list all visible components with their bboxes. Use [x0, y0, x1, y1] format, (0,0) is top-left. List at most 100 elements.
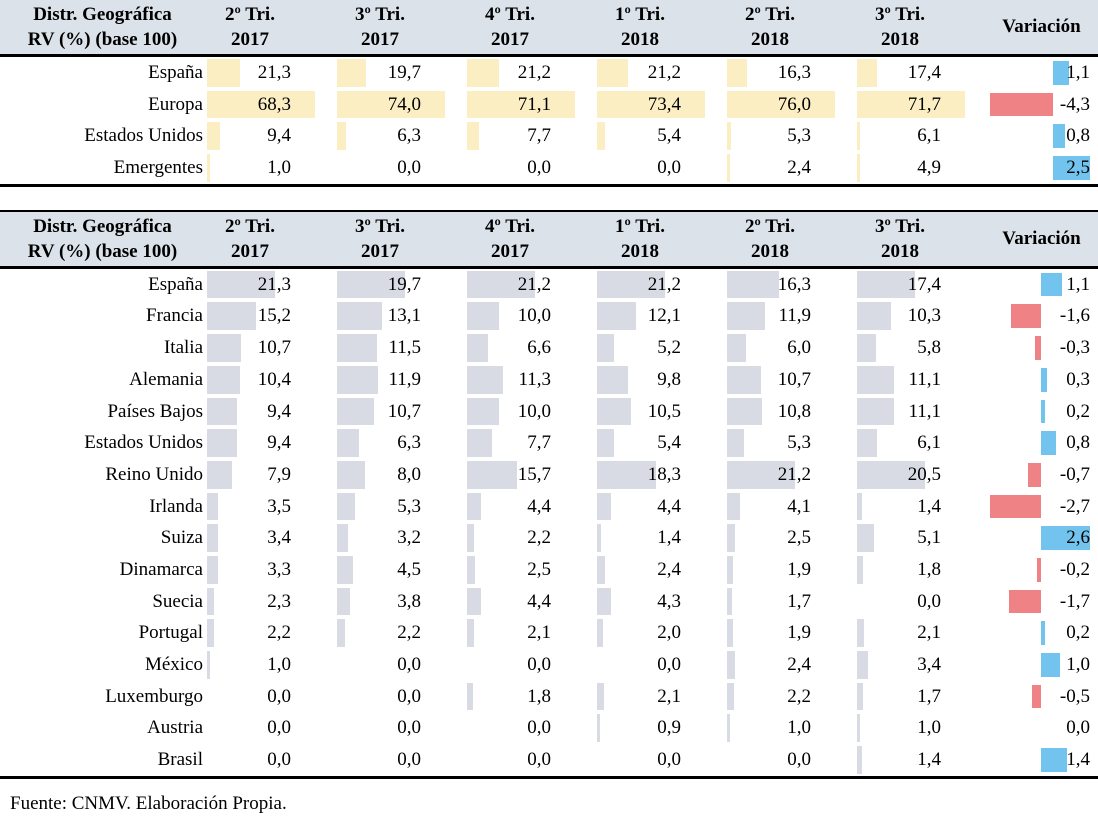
value-cell: 2,5 [725, 522, 855, 554]
value-text: 1,7 [787, 590, 811, 612]
value-text: 15,2 [257, 305, 291, 327]
value-bar [207, 555, 218, 584]
value-text: 10,4 [257, 368, 291, 390]
value-bar [337, 555, 353, 584]
value-cell: 10,3 [855, 300, 985, 332]
variation-value: 0,0 [1066, 717, 1090, 739]
variation-cell: 0,8 [985, 120, 1098, 152]
column-header-line: 2018 [751, 29, 789, 50]
value-text: 1,8 [917, 558, 941, 580]
value-cell: 3,4 [855, 649, 985, 681]
value-bar [727, 154, 730, 182]
value-text: 1,0 [267, 654, 291, 675]
value-text: 2,4 [787, 157, 811, 179]
value-bar [857, 397, 894, 426]
value-cell: 71,1 [465, 89, 595, 121]
value-text: 21,2 [777, 463, 811, 485]
column-header-line: 2017 [491, 29, 529, 50]
value-cell: 6,0 [725, 332, 855, 364]
column-header-line: 2018 [881, 240, 919, 262]
value-bar [467, 59, 500, 87]
table-row: México 1,0 0,0 0,0 0,0 2,4 3,4 1,0 [0, 649, 1098, 681]
value-text: 71,7 [907, 93, 941, 115]
value-cell: 1,7 [725, 586, 855, 618]
value-bar [467, 619, 474, 647]
value-bar [727, 714, 731, 743]
variation-cell: 1,1 [985, 269, 1098, 301]
value-cell: 0,0 [855, 586, 985, 618]
value-text: 7,7 [527, 432, 551, 454]
value-text: 13,1 [387, 305, 421, 327]
table-row: Francia 15,2 13,1 10,0 12,1 11,9 10,3 -1,6 [0, 300, 1098, 332]
value-text: 0,0 [527, 717, 551, 739]
value-text: 6,1 [917, 432, 941, 454]
value-text: 2,3 [267, 590, 291, 612]
table-row: Austria 0,0 0,0 0,0 0,9 1,0 1,0 0,0 [0, 712, 1098, 744]
value-cell: 5,4 [595, 120, 725, 152]
table-title: Distr. Geográfica RV (%) (base 100) [0, 212, 205, 266]
column-header-line: 2017 [231, 29, 269, 50]
value-cell: 2,1 [595, 681, 725, 713]
value-bar [857, 302, 892, 331]
variation-value: 1,1 [1066, 62, 1090, 83]
table-title-line: Distr. Geográfica [33, 4, 172, 25]
table-header-row: Distr. Geográfica RV (%) (base 100) 2º Tri… [0, 211, 1098, 269]
value-cell: 0,0 [335, 712, 465, 744]
value-cell: 11,1 [855, 364, 985, 396]
value-cell: 0,9 [595, 712, 725, 744]
column-header-line: 2018 [881, 29, 919, 50]
value-bar [337, 90, 445, 119]
value-cell: 1,0 [205, 152, 335, 184]
column-header-line: 2017 [361, 29, 399, 50]
value-cell: 5,3 [725, 120, 855, 152]
table-row: Reino Unido 7,9 8,0 15,7 18,3 21,2 20,5 -0,7 [0, 459, 1098, 491]
value-text: 3,8 [397, 590, 421, 612]
value-bar [207, 587, 215, 616]
value-cell: 1,0 [205, 649, 335, 681]
table-row: Países Bajos 9,4 10,7 10,0 10,5 10,8 11,1 0,2 [0, 396, 1098, 428]
row-label: Dinamarca [119, 558, 203, 580]
value-cell: 4,9 [855, 152, 985, 184]
value-bar [207, 154, 210, 182]
value-bar [727, 651, 735, 679]
value-bar [597, 429, 615, 457]
value-cell: 5,2 [595, 332, 725, 364]
value-text: 0,0 [397, 749, 421, 771]
value-text: 0,0 [267, 685, 291, 707]
table-title-line: Distr. Geográfica [33, 215, 172, 237]
row-label: Suiza [160, 527, 203, 549]
value-cell: 1,8 [855, 554, 985, 586]
value-cell: 4,5 [335, 554, 465, 586]
value-bar [727, 524, 736, 552]
value-bar [727, 555, 734, 584]
value-bar [727, 619, 734, 647]
value-bar [207, 460, 233, 489]
column-header-line: 2017 [361, 240, 399, 262]
value-text: 10,8 [777, 400, 811, 422]
table-row: Europa 68,3 74,0 71,1 73,4 76,0 71,7 -4,3 [0, 89, 1098, 121]
variation-cell: 0,2 [985, 396, 1098, 428]
value-bar [207, 365, 241, 394]
value-bar [207, 59, 240, 87]
summary-distribution-table: Distr. Geográfica RV (%) (base 100) 2º Tri… [0, 0, 1098, 187]
value-cell: 21,3 [205, 269, 335, 301]
column-header: 2º Tri. 2018 [725, 0, 855, 54]
row-label: Irlanda [149, 495, 203, 517]
value-bar [857, 154, 860, 182]
value-bar [207, 302, 256, 331]
value-bar [727, 682, 735, 711]
value-text: 7,9 [267, 463, 291, 485]
column-header-line: 4º Tri. [485, 4, 535, 25]
value-bar [857, 59, 878, 87]
value-cell: 10,5 [595, 396, 725, 428]
value-cell: 5,4 [595, 427, 725, 459]
variation-bar-positive [1040, 431, 1057, 455]
variation-value: -4,3 [1059, 93, 1090, 115]
value-bar [597, 90, 705, 119]
value-bar [727, 397, 762, 426]
value-cell: 9,4 [205, 396, 335, 428]
value-cell: 15,7 [465, 459, 595, 491]
value-cell: 11,3 [465, 364, 595, 396]
variation-cell: -2,7 [985, 491, 1098, 523]
value-bar [857, 524, 874, 552]
